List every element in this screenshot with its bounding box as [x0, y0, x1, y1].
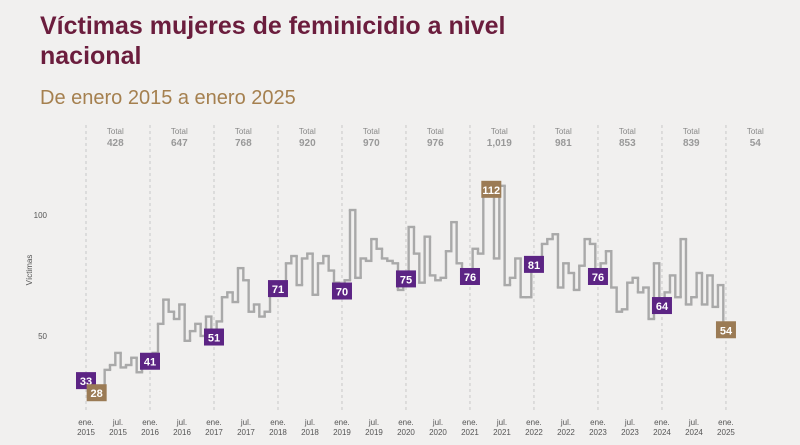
callout-label: 81 [528, 260, 540, 272]
chart-title: Víctimas mujeres de feminicidio a nivel n… [40, 12, 505, 70]
callout-box [523, 255, 544, 273]
total-value: 428 [107, 138, 124, 149]
total-value: 853 [619, 138, 636, 149]
total-value: 839 [683, 138, 700, 149]
y-tick-label: 100 [34, 211, 48, 220]
x-tick-label: ene. 2022 [525, 418, 543, 437]
total-label: Total [299, 127, 316, 136]
callout-box [395, 270, 416, 288]
total-value: 981 [555, 138, 572, 149]
total-label: Total [363, 127, 380, 136]
callout-box [651, 297, 672, 315]
x-tick-label: ene. 2025 [717, 418, 735, 437]
x-tick-label: ene. 2023 [589, 418, 607, 437]
callout-box [715, 321, 736, 339]
x-tick-label: jul. 2017 [237, 418, 255, 437]
total-label: Total [107, 127, 124, 136]
callout-label: 70 [336, 287, 348, 299]
callout-box [203, 328, 224, 346]
x-tick-label: jul. 2022 [557, 418, 575, 437]
total-value: 54 [750, 138, 762, 149]
callout-label: 41 [144, 357, 156, 369]
y-tick-label: 50 [38, 332, 47, 341]
callout-box [86, 384, 107, 402]
callout-box [331, 282, 352, 300]
total-value: 970 [363, 138, 380, 149]
total-value: 768 [235, 138, 252, 149]
total-label: Total [235, 127, 252, 136]
total-value: 920 [299, 138, 316, 149]
callout-box [267, 280, 288, 298]
total-value: 976 [427, 138, 444, 149]
x-tick-label: ene. 2024 [653, 418, 671, 437]
x-tick-label: ene. 2019 [333, 418, 351, 437]
chart-subtitle: De enero 2015 a enero 2025 [40, 87, 296, 109]
callout-box [139, 352, 160, 370]
x-tick-label: jul. 2023 [621, 418, 639, 437]
x-tick-label: jul. 2021 [493, 418, 511, 437]
x-tick-label: jul. 2024 [685, 418, 703, 437]
x-tick-label: jul. 2015 [109, 418, 127, 437]
callout-label: 71 [272, 284, 284, 296]
total-label: Total [427, 127, 444, 136]
x-tick-label: ene. 2016 [141, 418, 159, 437]
total-label: Total [747, 127, 764, 136]
x-tick-label: jul. 2018 [301, 418, 319, 437]
x-tick-label: ene. 2020 [397, 418, 415, 437]
total-label: Total [683, 127, 700, 136]
callout-label: 112 [482, 185, 500, 197]
x-tick-label: ene. 2015 [77, 418, 95, 437]
callout-label: 64 [656, 301, 669, 313]
total-label: Total [491, 127, 508, 136]
total-value: 1,019 [487, 138, 512, 149]
callout-box [459, 267, 480, 285]
callout-box [481, 180, 502, 198]
x-tick-label: ene. 2018 [269, 418, 287, 437]
callout-box [587, 267, 608, 285]
callout-label: 76 [464, 272, 476, 284]
y-axis-label: Víctimas [25, 255, 34, 286]
x-tick-label: ene. 2017 [205, 418, 223, 437]
x-tick-label: jul. 2019 [365, 418, 383, 437]
total-label: Total [171, 127, 188, 136]
callout-label: 76 [592, 272, 604, 284]
callout-label: 51 [208, 333, 220, 345]
total-label: Total [555, 127, 572, 136]
callout-label: 28 [91, 388, 103, 400]
x-tick-label: ene. 2021 [461, 418, 479, 437]
x-tick-label: jul. 2020 [429, 418, 447, 437]
x-tick-label: jul. 2016 [173, 418, 191, 437]
total-value: 647 [171, 138, 188, 149]
total-label: Total [619, 127, 636, 136]
callout-label: 54 [720, 325, 733, 337]
callout-label: 75 [400, 274, 412, 286]
